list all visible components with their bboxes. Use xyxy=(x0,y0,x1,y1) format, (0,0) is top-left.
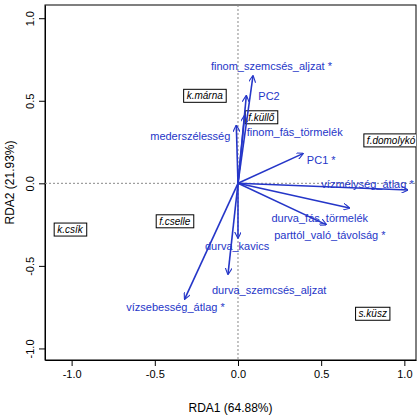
plot-area xyxy=(45,5,416,360)
site-box xyxy=(156,215,194,228)
x-tick-label: -0.5 xyxy=(146,368,165,380)
vector-arrow xyxy=(238,154,303,184)
y-tick-label: -0.5 xyxy=(24,257,36,276)
vector-label: parttól_való_távolság * xyxy=(274,229,386,241)
site-box xyxy=(184,89,227,102)
vector-label: PC2 xyxy=(258,90,279,102)
vector-label: mederszélesség xyxy=(150,130,230,142)
y-tick-mark xyxy=(39,183,45,184)
site-label: f.küllő xyxy=(248,112,275,123)
vector-arrow xyxy=(228,183,238,274)
x-tick-label: -1.0 xyxy=(63,368,82,380)
x-axis-line xyxy=(46,360,417,361)
site-label: s.küsz xyxy=(359,308,387,319)
x-tick-mark xyxy=(321,360,322,366)
site-box xyxy=(356,307,390,320)
x-tick: 0.5 xyxy=(314,360,329,380)
site-box xyxy=(54,223,87,236)
vector-arrow xyxy=(238,96,246,184)
y-axis-title: RDA2 (21.93%) xyxy=(3,140,17,224)
site-label: k.márna xyxy=(187,90,224,101)
y-tick: -0.5 xyxy=(24,257,45,276)
y-tick: 0.5 xyxy=(24,94,45,109)
site-box xyxy=(364,134,416,147)
vector-arrow xyxy=(238,116,245,184)
site-labels: k.márna f.küllő f.domolykó k.csík f.cselle s.… xyxy=(57,90,415,319)
y-tick-label: 1.0 xyxy=(24,11,36,26)
x-tick-label: 0.5 xyxy=(314,368,329,380)
x-tick-mark xyxy=(404,360,405,366)
vector-label: durva_fás_törmelék xyxy=(271,212,368,224)
y-tick-label: -1.0 xyxy=(24,339,36,358)
x-tick-label: 1.0 xyxy=(397,368,412,380)
x-tick-mark xyxy=(72,360,73,366)
vector-label: PC1 * xyxy=(307,154,336,166)
x-axis: -1.0 -0.5 0.0 0.5 1.0 xyxy=(46,360,417,380)
y-tick-mark xyxy=(39,18,45,19)
x-tick: 1.0 xyxy=(397,360,412,380)
site-box xyxy=(245,111,278,124)
vector-label: finom_szemcsés_aljzat * xyxy=(211,60,333,72)
vector-arrow xyxy=(236,126,238,184)
y-tick-mark xyxy=(39,348,45,349)
site-label: f.domolykó xyxy=(367,135,416,146)
x-tick-mark xyxy=(238,360,239,366)
y-tick-label: 0.5 xyxy=(24,94,36,109)
vector-label: vízsebesség_átlag * xyxy=(126,301,225,313)
x-axis-title: RDA1 (64.88%) xyxy=(188,401,272,415)
y-tick-label: 0.0 xyxy=(24,176,36,191)
x-tick: 0.0 xyxy=(231,360,246,380)
y-tick: 1.0 xyxy=(24,11,45,26)
y-tick: 0.0 xyxy=(24,176,45,191)
vector-label: durva_szemcsés_aljzat xyxy=(212,284,326,296)
y-tick-mark xyxy=(39,266,45,267)
y-tick: -1.0 xyxy=(24,339,45,358)
vector-label: durva_kavics xyxy=(205,240,270,252)
vector-labels: finom_szemcsés_aljzat * PC2 mederszélesség… xyxy=(126,60,414,313)
site-label: k.csík xyxy=(57,224,84,235)
site-label: f.cselle xyxy=(159,216,191,227)
vector-label: finom_fás_törmelék xyxy=(247,126,343,138)
chart: -1.0 -0.5 0.0 0.5 1.0 -1.0 -0.5 0.0 0.5 1.0 RDA1 (… xyxy=(0,0,420,420)
x-tick: -0.5 xyxy=(146,360,165,380)
vector-label: vízmélység_átlag * xyxy=(321,178,414,190)
plot-frame xyxy=(45,5,416,360)
x-tick-mark xyxy=(155,360,156,366)
y-tick-mark xyxy=(39,101,45,102)
x-tick-label: 0.0 xyxy=(231,368,246,380)
x-tick: -1.0 xyxy=(63,360,82,380)
y-axis: -1.0 -0.5 0.0 0.5 1.0 xyxy=(24,6,46,361)
